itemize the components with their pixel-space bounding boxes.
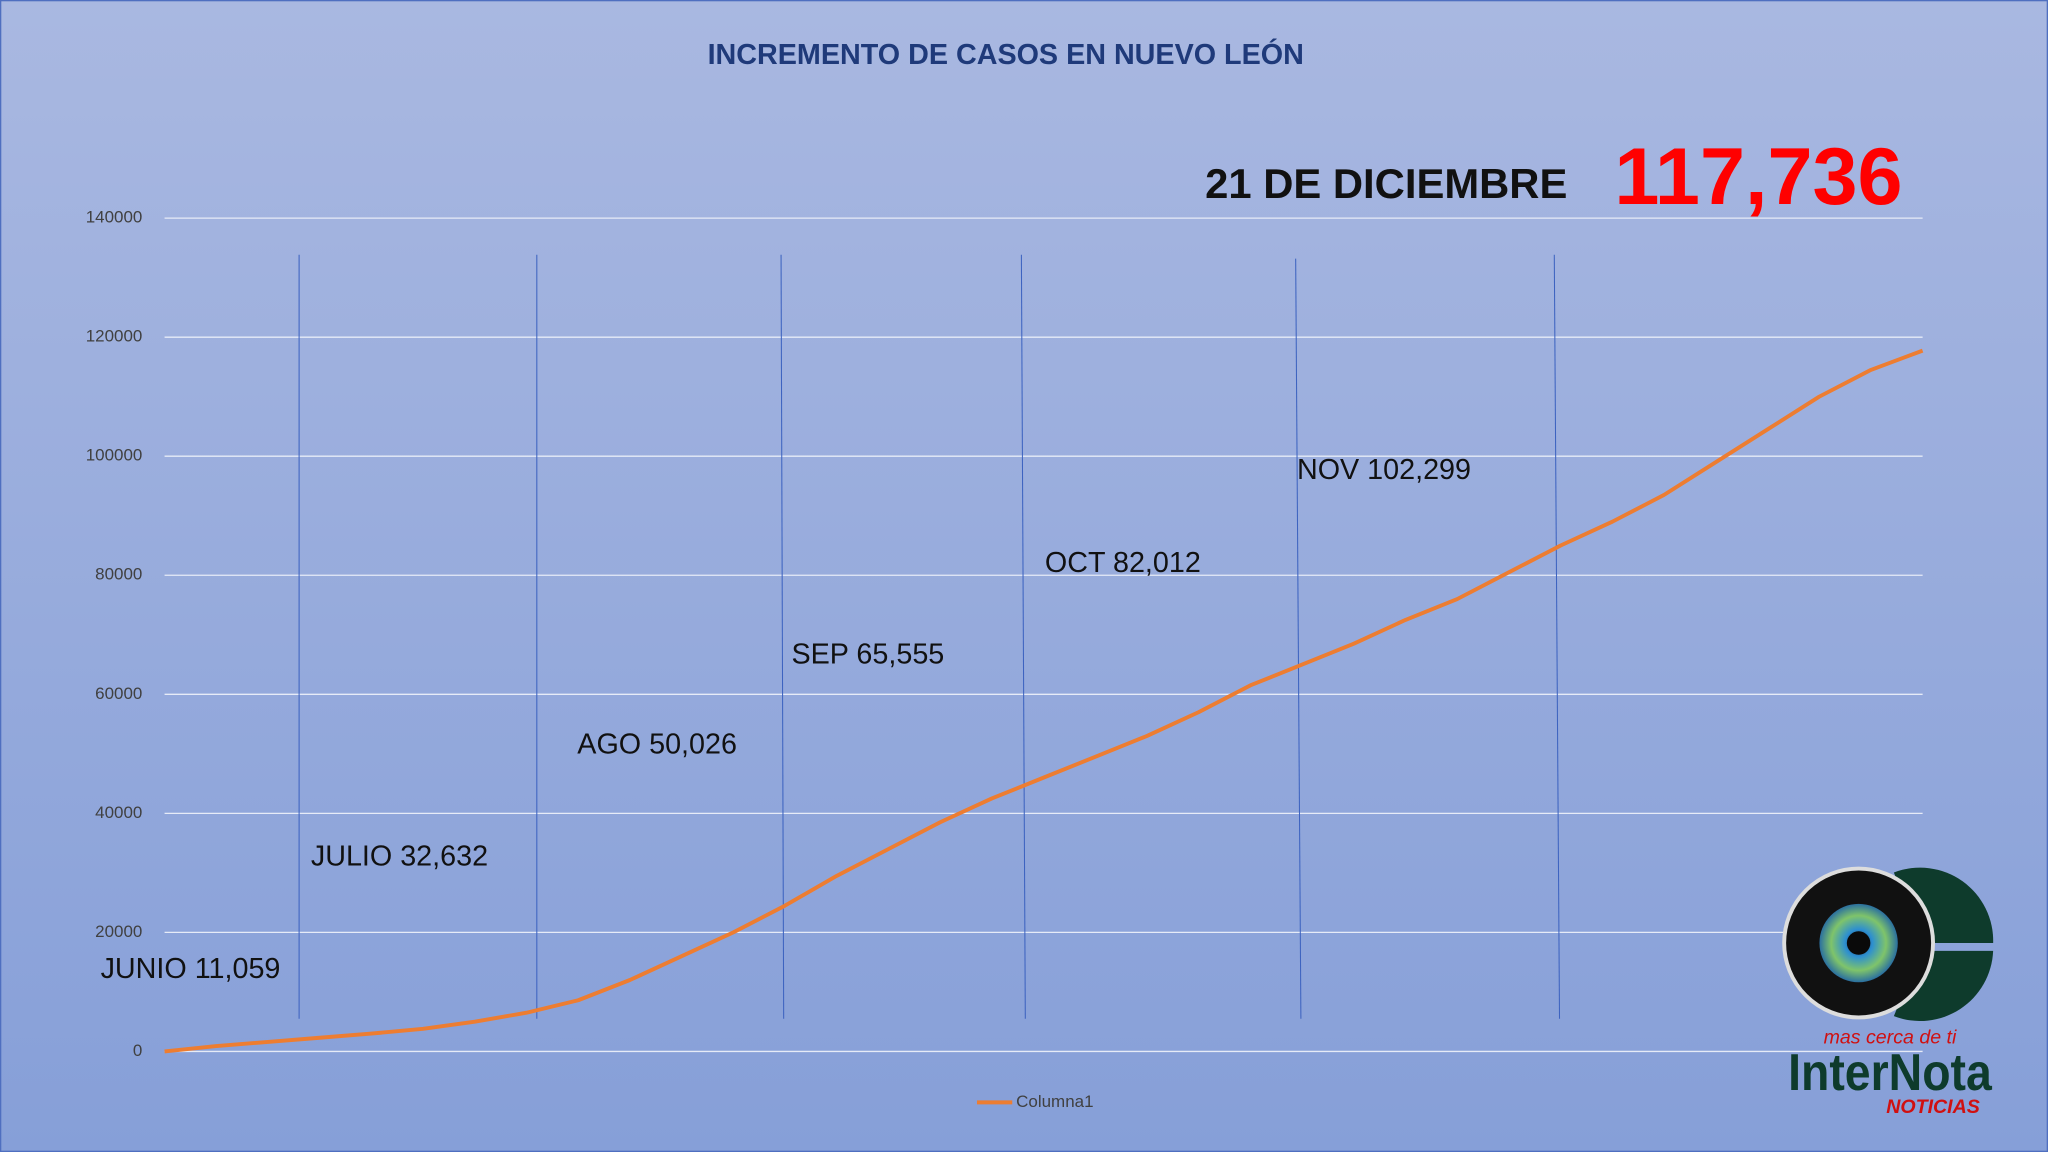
month-separators (298, 254, 1561, 1019)
chart-title: INCREMENTO DE CASOS EN NUEVO LEÓN (708, 37, 1304, 71)
y-tick-label: 0 (133, 1041, 142, 1060)
y-tick-label: 40000 (95, 803, 142, 822)
legend-label: Columna1 (1016, 1092, 1093, 1111)
grid: 0 20000 40000 60000 80000 100000 120000 140000 (86, 208, 1923, 1060)
annotation: NOV 102,299 (1297, 454, 1471, 486)
headline-total: 117,736 (1614, 132, 1902, 222)
annotation: AGO 50,026 (577, 728, 737, 760)
annotation: JULIO 32,632 (311, 841, 488, 873)
annotation: JUNIO 11,059 (101, 953, 281, 985)
logo-name: InterNota (1788, 1044, 1993, 1102)
data-line (164, 348, 1924, 1054)
logo-aperture (1846, 931, 1871, 955)
logo-tagline: mas cerca de ti (1824, 1027, 1957, 1049)
y-tick-label: 100000 (86, 446, 143, 465)
y-tick-label: 120000 (86, 327, 143, 346)
y-tick-label: 60000 (95, 684, 142, 703)
y-tick-label: 80000 (95, 565, 142, 584)
logo: mas cerca de ti InterNota NOTICIAS (1782, 866, 1994, 1118)
logo-sub: NOTICIAS (1886, 1096, 1980, 1118)
separator (1553, 254, 1561, 1019)
annotation: SEP 65,555 (792, 638, 945, 670)
separator (1020, 254, 1026, 1019)
y-tick-label: 140000 (86, 208, 143, 227)
headline-date: 21 DE DICIEMBRE (1205, 160, 1567, 207)
annotation: OCT 82,012 (1045, 547, 1201, 579)
y-tick-label: 20000 (95, 922, 142, 941)
separator (780, 254, 785, 1019)
separator (1295, 258, 1302, 1019)
